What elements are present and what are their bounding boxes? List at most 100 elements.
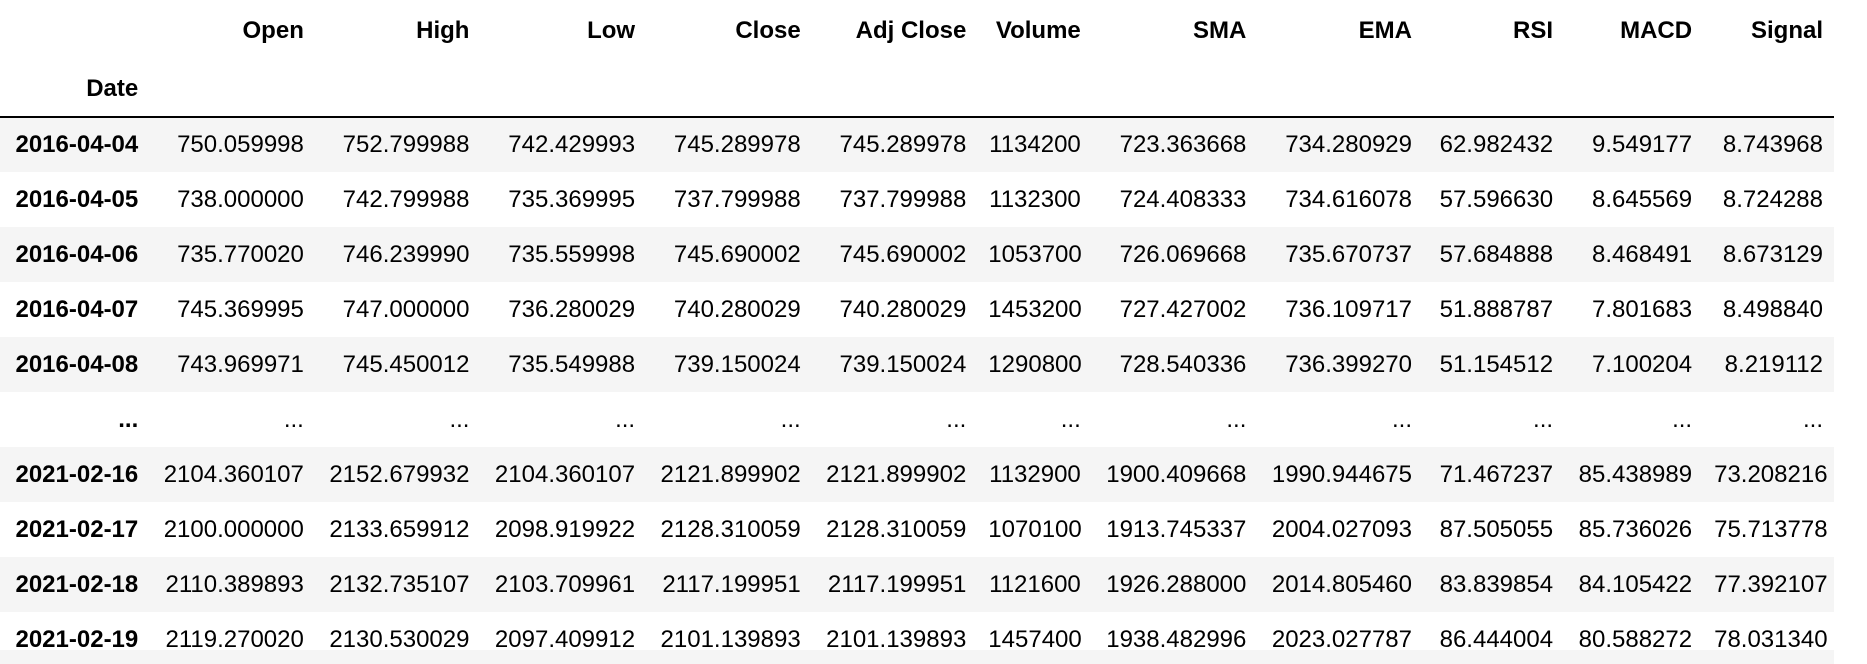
table-cell: 1938.482996 <box>1106 625 1247 653</box>
row-index-date: 2021-02-17 <box>15 515 139 543</box>
table-cell: 738.000000 <box>177 185 304 213</box>
table-cell: 745.369995 <box>177 295 304 323</box>
table-cell: 2121.899902 <box>660 460 801 488</box>
column-header-volume: Volume <box>977 0 1092 62</box>
table-cell: 743.969971 <box>177 350 304 378</box>
column-header-sma: SMA <box>1091 0 1258 62</box>
table-cell: 78.031340 <box>1714 625 1828 653</box>
table-cell: 2103.709961 <box>494 570 636 598</box>
table-row: 2021-02-17 2100.000000 2133.659912 2098.919… <box>0 502 1834 557</box>
table-row: 2021-02-18 2110.389893 2132.735107 2103.709… <box>0 557 1834 612</box>
table-cell: 7.100204 <box>1591 350 1693 378</box>
table-cell: 2110.389893 <box>165 570 304 598</box>
table-cell: 62.982432 <box>1439 131 1554 158</box>
table-cell: ... <box>615 405 636 433</box>
table-cell: 1134200 <box>989 131 1081 158</box>
table-row: 2021-02-19 2119.270020 2130.530029 2097.409… <box>0 612 1834 664</box>
table-cell: 2128.310059 <box>660 515 801 543</box>
table-cell: 736.280029 <box>508 295 636 323</box>
row-index-date: 2021-02-16 <box>15 460 139 488</box>
table-cell: 7.801683 <box>1591 295 1693 323</box>
table-cell: 1990.944675 <box>1271 460 1412 488</box>
table-cell: 86.444004 <box>1439 625 1554 653</box>
table-row: 2016-04-08 743.969971 745.450012 735.549988… <box>0 337 1834 392</box>
table-cell: 71.467237 <box>1439 460 1554 488</box>
table-cell: 77.392107 <box>1714 570 1828 598</box>
table-cell: 2117.199951 <box>662 570 801 598</box>
table-cell: ... <box>780 405 801 433</box>
table-cell: ... <box>283 405 304 433</box>
table-header: Open High Low Close Adj Close Volume SMA EMA RSI… <box>0 0 1834 117</box>
table-cell: 1132900 <box>989 460 1081 488</box>
column-header-high: High <box>314 0 481 62</box>
table-cell: 728.540336 <box>1119 350 1247 378</box>
table-row: 2021-02-16 2104.360107 2152.679932 2104.360… <box>0 447 1834 502</box>
table-cell: 745.690002 <box>839 240 967 268</box>
table-cell: 2004.027093 <box>1271 515 1412 543</box>
column-header-open: Open <box>149 0 315 62</box>
table-cell: 1132300 <box>989 185 1081 213</box>
table-cell: 735.549988 <box>508 350 636 378</box>
table-cell: 734.280929 <box>1285 131 1412 158</box>
table-cell: 739.150024 <box>839 350 967 378</box>
table-cell: 57.596630 <box>1439 185 1554 213</box>
table-cell: 80.588272 <box>1578 625 1693 653</box>
table-cell: 2104.360107 <box>494 460 636 488</box>
table-cell: 742.799988 <box>342 185 470 213</box>
table-cell: ... <box>946 405 967 433</box>
table-cell: 740.280029 <box>673 295 801 323</box>
table-cell: 87.505055 <box>1439 515 1554 543</box>
table-cell: 735.670737 <box>1285 240 1412 268</box>
column-header-low: Low <box>480 0 647 62</box>
table-cell: 2132.735107 <box>329 570 470 598</box>
table-cell: 736.109717 <box>1285 295 1412 323</box>
table-cell: 742.429993 <box>508 131 636 158</box>
table-row: 2016-04-07 745.369995 747.000000 736.280029… <box>0 282 1834 337</box>
row-index-date: 2021-02-19 <box>15 625 139 653</box>
table-cell: 727.427002 <box>1119 295 1247 323</box>
table-cell: 2098.919922 <box>494 515 636 543</box>
table-cell: 726.069668 <box>1119 240 1247 268</box>
column-header-signal: Signal <box>1703 0 1834 62</box>
row-index-date: 2016-04-08 <box>15 350 139 378</box>
table-cell: ... <box>1533 405 1554 433</box>
table-cell: 1053700 <box>988 240 1082 268</box>
table-cell: 2121.899902 <box>826 460 967 488</box>
table-cell: 745.289978 <box>839 131 967 158</box>
table-cell: 2117.199951 <box>827 570 967 598</box>
column-header-rsi: RSI <box>1423 0 1565 62</box>
table-cell: 1121600 <box>989 570 1081 598</box>
table-cell: 51.154512 <box>1439 350 1554 378</box>
table-cell: 85.438989 <box>1578 460 1693 488</box>
table-cell: 85.736026 <box>1578 515 1693 543</box>
table-cell: 2133.659912 <box>329 515 470 543</box>
row-index-date: ... <box>118 405 139 433</box>
table-cell: 745.450012 <box>342 350 470 378</box>
table-cell: 2130.530029 <box>329 625 470 653</box>
table-cell: 8.724288 <box>1722 185 1823 213</box>
table-cell: ... <box>1802 405 1823 433</box>
table-cell: 8.645569 <box>1591 185 1693 213</box>
table-cell: 75.713778 <box>1714 515 1828 543</box>
table-cell: ... <box>1226 405 1247 433</box>
index-name-row: Date <box>0 62 1834 117</box>
table-cell: 750.059998 <box>177 131 304 158</box>
table-cell: 1913.745337 <box>1106 515 1247 543</box>
table-cell: 735.369995 <box>508 185 636 213</box>
table-cell: 2119.270020 <box>165 625 304 653</box>
table-cell: 2128.310059 <box>826 515 967 543</box>
table-cell: ... <box>449 405 470 433</box>
index-corner <box>0 0 150 62</box>
column-header-adj-close: Adj Close <box>811 0 978 62</box>
row-index-date: 2016-04-07 <box>15 295 139 323</box>
row-index-date: 2016-04-06 <box>15 240 139 268</box>
table-cell: ... <box>1672 405 1693 433</box>
table-cell: 1900.409668 <box>1106 460 1247 488</box>
table-cell: 8.743968 <box>1722 131 1823 158</box>
table-cell: 724.408333 <box>1119 185 1247 213</box>
table-cell: 1070100 <box>988 515 1082 543</box>
table-cell: 2152.679932 <box>329 460 470 488</box>
table-row: .................................... <box>0 392 1834 447</box>
table-row: 2016-04-04 750.059998 752.799988 742.429993… <box>0 117 1834 172</box>
